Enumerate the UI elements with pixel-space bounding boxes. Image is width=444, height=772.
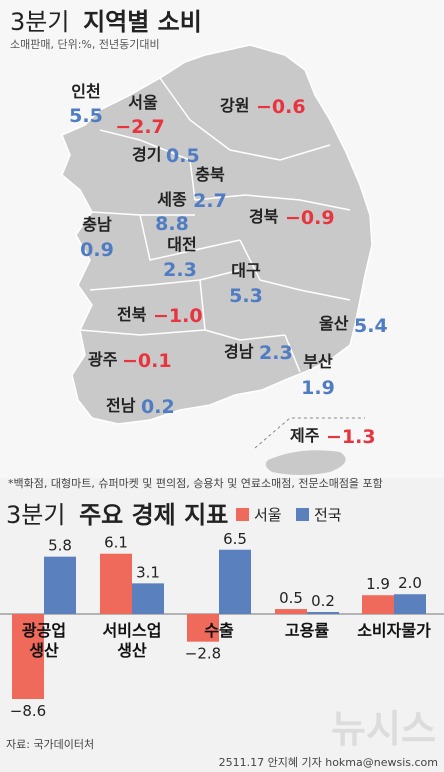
- bar-value-0-0: −8.6: [10, 702, 46, 720]
- category-label-3: 고용률: [285, 621, 329, 640]
- bar-value-1-1: 3.1: [136, 563, 160, 581]
- region-value-7: 2.3: [163, 259, 197, 281]
- region-name-9: 대구: [231, 261, 261, 280]
- region-value-16: −1.3: [326, 426, 376, 448]
- bar-2-1: [219, 549, 251, 614]
- bar-1-1: [132, 583, 164, 614]
- source-text: 자료: 국가데이터처: [6, 738, 94, 751]
- region-name-0: 인천: [71, 82, 100, 101]
- bar-1-0: [100, 553, 132, 614]
- region-name-1: 서울: [128, 93, 158, 112]
- region-value-11: 5.4: [354, 315, 388, 337]
- korea-map: [61, 44, 373, 475]
- region-name-8: 경북: [249, 207, 279, 226]
- region-value-4: 2.7: [193, 190, 227, 212]
- region-name-7: 대전: [167, 235, 196, 254]
- region-name-12: 광주: [88, 350, 118, 369]
- bar-4-0: [362, 595, 394, 614]
- bar-0-0: [12, 614, 44, 699]
- region-name-13: 경남: [224, 342, 254, 361]
- region-name-15: 전남: [106, 396, 136, 415]
- region-value-9: 5.3: [229, 285, 263, 307]
- bar-value-2-0: −2.8: [185, 645, 221, 663]
- chart-legend: 서울 전국: [236, 506, 342, 524]
- region-name-11: 울산: [319, 314, 349, 333]
- region-value-15: 0.2: [141, 396, 175, 418]
- region-name-14: 부산: [303, 352, 333, 371]
- map-title: 3분기 지역별 소비: [10, 8, 202, 36]
- bar-value-1-0: 6.1: [104, 534, 128, 552]
- region-value-3: 0.5: [166, 145, 200, 167]
- region-value-10: −1.0: [153, 305, 203, 327]
- legend-swatch-seoul: [236, 508, 249, 521]
- category-label-0: 광공업: [22, 621, 66, 640]
- bar-3-1: [307, 612, 339, 614]
- bar-value-3-0: 0.5: [279, 589, 303, 607]
- map-footnote: *백화점, 대형마트, 슈퍼마켓 및 편의점, 승용차 및 연료소매점, 전문소…: [8, 477, 383, 490]
- bar-value-2-1: 6.5: [223, 530, 247, 548]
- legend-label-seoul: 서울: [254, 506, 282, 524]
- bar-value-4-1: 2.0: [398, 574, 422, 592]
- category-label-2: 수출: [204, 621, 234, 640]
- region-name-4: 충북: [195, 165, 225, 184]
- bar-4-1: [394, 594, 426, 614]
- region-value-1: −2.7: [115, 116, 165, 138]
- region-name-3: 경기: [132, 145, 161, 164]
- map-subtitle: 소매판매, 단위:%, 전년동기대비: [10, 38, 160, 51]
- bar-value-4-0: 1.9: [366, 575, 390, 593]
- region-value-8: −0.9: [285, 207, 335, 229]
- region-value-13: 2.3: [259, 342, 293, 364]
- region-name-6: 충남: [82, 215, 112, 234]
- jeju-island: [265, 450, 346, 475]
- bar-2-0: [187, 614, 219, 642]
- region-name-10: 전북: [117, 305, 147, 324]
- chart-section: [0, 478, 444, 772]
- bar-0-1: [44, 556, 76, 614]
- jeju-callout: [254, 417, 365, 449]
- region-name-2: 강원: [220, 96, 249, 115]
- watermark-logo: 뉴시스: [331, 707, 436, 751]
- region-value-0: 5.5: [69, 105, 103, 127]
- region-name-5: 세종: [157, 190, 187, 209]
- legend-swatch-national: [296, 508, 309, 521]
- bar-value-3-1: 0.2: [311, 592, 335, 610]
- legend-label-national: 전국: [314, 506, 342, 524]
- region-value-12: −0.1: [122, 350, 172, 372]
- region-borders: [79, 77, 351, 373]
- region-labels: 인천 5.5 서울 −2.7 강원 −0.6 경기 0.5충북 2.7 세종 8.8 충남 0.9 대전 2…: [69, 82, 388, 448]
- category-label-1: 서비스업: [103, 621, 162, 640]
- region-value-5: 8.8: [155, 213, 189, 235]
- region-value-2: −0.6: [256, 96, 306, 118]
- category-label-line2-1: 생산: [117, 641, 147, 660]
- credit-text: 2511.17 안지혜 기자 hokma@newsis.com: [219, 756, 438, 769]
- bar-3-0: [275, 609, 307, 614]
- region-name-16: 제주: [290, 426, 320, 445]
- category-label-line2-0: 생산: [29, 641, 59, 660]
- region-value-6: 0.9: [80, 239, 114, 261]
- bar-value-0-1: 5.8: [48, 537, 72, 555]
- chart-title: 3분기 주요 경제 지표: [6, 501, 228, 529]
- category-label-4: 소비자물가: [357, 621, 431, 640]
- region-value-14: 1.9: [301, 377, 335, 399]
